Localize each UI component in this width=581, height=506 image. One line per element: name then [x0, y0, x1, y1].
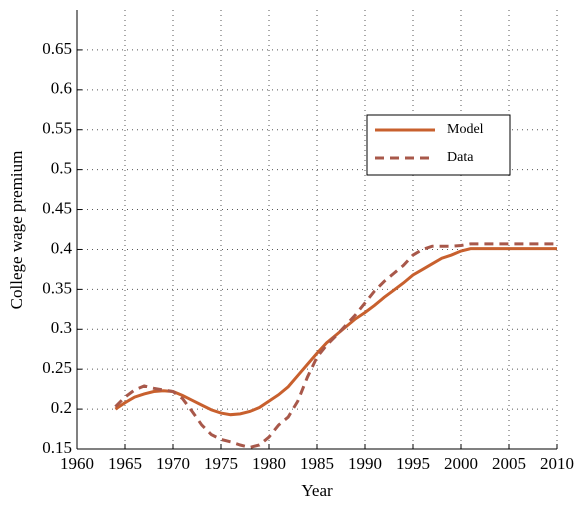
legend-label: Model	[447, 122, 484, 137]
y-tick-label: 0.25	[42, 358, 72, 377]
x-tick-label: 2005	[492, 454, 526, 473]
x-tick-label: 1960	[60, 454, 94, 473]
line-series	[114, 247, 557, 417]
x-tick-label: 1990	[348, 454, 382, 473]
legend-label: Data	[447, 150, 474, 165]
y-tick-label: 0.15	[42, 438, 72, 457]
y-tick-label: 0.5	[51, 159, 72, 178]
x-tick-label: 1965	[108, 454, 142, 473]
y-tick-label: 0.6	[51, 79, 72, 98]
y-tick-label: 0.4	[51, 238, 73, 257]
y-tick-label: 0.2	[51, 398, 72, 417]
y-tick-label: 0.45	[42, 198, 72, 217]
line-series	[114, 242, 557, 449]
y-tick-label: 0.35	[42, 278, 72, 297]
x-tick-label: 2000	[444, 454, 478, 473]
y-axis-label: College wage premium	[7, 151, 26, 310]
x-tick-label: 1985	[300, 454, 334, 473]
y-tick-label: 0.65	[42, 39, 72, 58]
legend-box	[366, 114, 511, 176]
x-tick-label: 1980	[252, 454, 286, 473]
x-tick-label: 2010	[540, 454, 574, 473]
x-tick-label: 1995	[396, 454, 430, 473]
y-tick-label: 0.55	[42, 119, 72, 138]
y-tick-label: 0.3	[51, 318, 72, 337]
x-axis-label: Year	[301, 481, 333, 500]
x-tick-label: 1975	[204, 454, 238, 473]
x-tick-label: 1970	[156, 454, 190, 473]
